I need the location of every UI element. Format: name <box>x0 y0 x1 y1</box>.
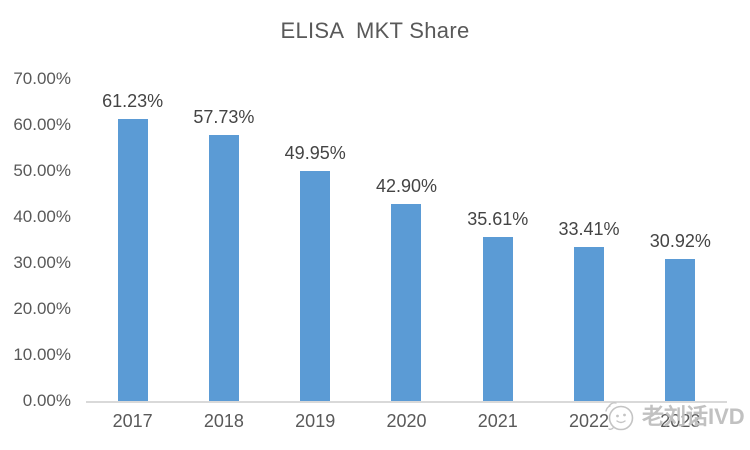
data-label-2022: 33.41% <box>558 219 620 240</box>
x-tick-label-2017: 2017 <box>112 411 153 431</box>
watermark-text: 老刘话IVD <box>642 404 745 429</box>
y-tick-label-40.00%: 40.00% <box>13 207 71 226</box>
x-tick-label-2020: 2020 <box>386 411 427 431</box>
y-tick-label-60.00%: 60.00% <box>13 115 71 134</box>
data-label-2017: 61.23% <box>102 91 164 112</box>
bar-2023 <box>665 258 696 401</box>
data-label-2018: 57.73% <box>193 107 255 128</box>
bar-2018 <box>208 135 239 401</box>
y-tick-label-20.00%: 20.00% <box>13 299 71 318</box>
y-tick-label-70.00%: 70.00% <box>13 69 71 88</box>
bar-2019 <box>300 171 331 401</box>
bar-2021 <box>482 237 513 401</box>
x-tick-label-2023: 2023 <box>660 411 701 431</box>
data-label-2020: 42.90% <box>375 175 438 196</box>
bar-2022 <box>574 247 605 401</box>
x-tick-label-2018: 2018 <box>203 411 244 431</box>
x-tick-label-2019: 2019 <box>295 411 336 431</box>
bar-slot-2023: 30.92% <box>635 79 726 401</box>
y-tick-label-50.00%: 50.00% <box>13 161 71 180</box>
chat-face-icon <box>605 402 634 431</box>
y-tick-label-30.00%: 30.00% <box>13 253 71 272</box>
bar-slot-2022: 33.41% <box>543 79 634 401</box>
x-tick-label-2021: 2021 <box>477 411 518 431</box>
watermark: 老刘话IVD <box>601 396 745 434</box>
bar-slot-2021: 35.61% <box>452 79 543 401</box>
chart-title: ELISA MKT Share <box>280 18 470 43</box>
bar-slot-2020: 42.90% <box>361 79 452 401</box>
bar-slot-2017: 61.23% <box>87 79 178 401</box>
x-axis-line <box>86 401 727 403</box>
bar-2020 <box>391 203 422 401</box>
bar-slot-2018: 57.73% <box>178 79 269 401</box>
data-label-2021: 35.61% <box>467 209 529 230</box>
data-label-2019: 49.95% <box>284 143 346 164</box>
bar-2017 <box>117 119 148 401</box>
plot-area: 61.23% 57.73% 49.95% 42.90% 35.61% 33.41% 30.9… <box>87 79 726 401</box>
x-tick-label-2022: 2022 <box>569 411 610 431</box>
y-tick-label-0.00%: 0.00% <box>22 391 71 410</box>
x-axis-tick-labels: 2017 2018 2019 2020 2021 2022 2023 <box>87 411 726 432</box>
y-tick-label-10.00%: 10.00% <box>13 345 71 364</box>
data-label-2023: 30.92% <box>649 230 711 251</box>
bar-slot-2019: 49.95% <box>270 79 361 401</box>
